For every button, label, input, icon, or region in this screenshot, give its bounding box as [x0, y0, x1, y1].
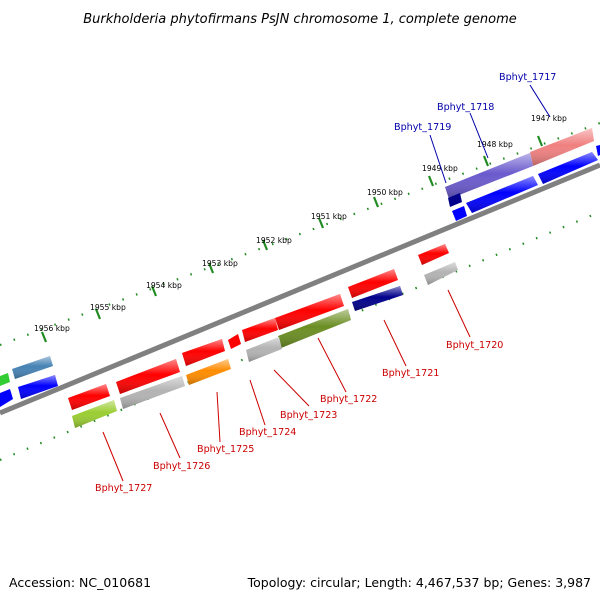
gene-features-center: [68, 244, 458, 428]
tick-label: 1951 kbp: [311, 212, 347, 221]
tick-label: 1954 kbp: [146, 281, 182, 290]
gene-features-left: [0, 356, 58, 407]
gene-label: Bphyt_1724: [239, 427, 296, 438]
gene-label: Bphyt_1721: [382, 368, 439, 379]
label-leaders-upper: [429, 84, 551, 184]
gene-label: Bphyt_1726: [153, 461, 210, 472]
tick-label: 1950 kbp: [367, 188, 403, 197]
accession-text: Accession: NC_010681: [9, 575, 151, 590]
gene-label: Bphyt_1723: [280, 410, 337, 421]
gene-label: Bphyt_1719: [394, 122, 451, 133]
genome-summary-text: Topology: circular; Length: 4,467,537 bp…: [247, 575, 591, 590]
gene-label: Bphyt_1718: [437, 102, 494, 113]
tick-label: 1949 kbp: [422, 164, 458, 173]
map-title: Burkholderia phytofirmans PsJN chromosom…: [83, 12, 517, 27]
tick-label: 1952 kbp: [256, 236, 292, 245]
outer-scale-ring: [0, 121, 600, 347]
gene-features-upper: [445, 128, 600, 221]
major-ticks: [40, 135, 544, 343]
gene-label: Bphyt_1727: [95, 483, 152, 494]
tick-label: 1953 kbp: [202, 259, 238, 268]
gene-label: Bphyt_1725: [197, 444, 254, 455]
label-leaders-lower: [102, 289, 471, 482]
gene-label: Bphyt_1720: [446, 340, 503, 351]
gene-label: Bphyt_1717: [499, 72, 556, 83]
chromosome-backbone: [0, 162, 600, 416]
tick-label: 1948 kbp: [477, 140, 513, 149]
tick-label: 1947 kbp: [531, 114, 567, 123]
gene-label: Bphyt_1722: [320, 394, 377, 405]
tick-label: 1955 kbp: [90, 303, 126, 312]
tick-label: 1956 kbp: [34, 324, 70, 333]
